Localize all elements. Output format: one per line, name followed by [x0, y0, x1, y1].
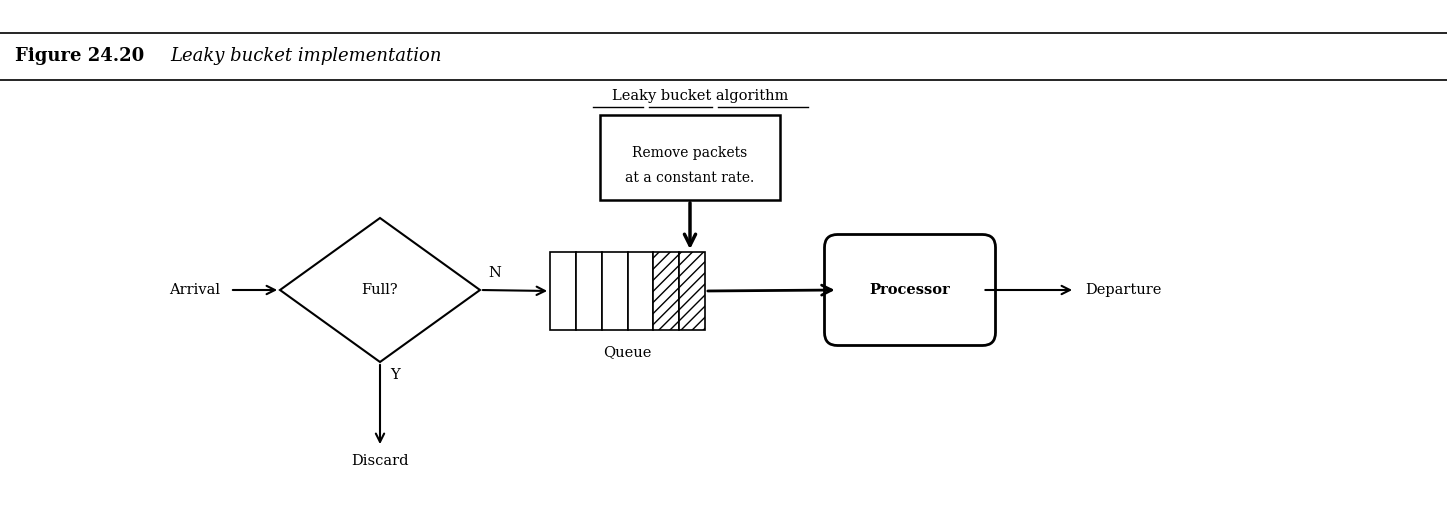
Text: Figure 24.20: Figure 24.20 — [14, 47, 145, 66]
Text: at a constant rate.: at a constant rate. — [625, 171, 755, 184]
Text: Y: Y — [391, 368, 399, 382]
Text: Departure: Departure — [1085, 283, 1162, 297]
Text: Leaky bucket algorithm: Leaky bucket algorithm — [612, 89, 789, 103]
Text: Arrival: Arrival — [169, 283, 220, 297]
Polygon shape — [281, 218, 480, 362]
Text: Discard: Discard — [352, 454, 408, 468]
Text: Processor: Processor — [870, 283, 951, 297]
FancyBboxPatch shape — [825, 234, 996, 345]
Bar — [550, 252, 576, 330]
Text: N: N — [488, 266, 501, 280]
Bar — [628, 252, 654, 330]
Text: Remove packets: Remove packets — [632, 145, 748, 160]
Bar — [601, 115, 780, 200]
Bar — [576, 252, 602, 330]
Text: Queue: Queue — [603, 345, 651, 359]
Text: Leaky bucket implementation: Leaky bucket implementation — [169, 47, 441, 66]
Bar — [679, 252, 705, 330]
Text: Full?: Full? — [362, 283, 398, 297]
Bar — [602, 252, 628, 330]
Bar — [654, 252, 679, 330]
